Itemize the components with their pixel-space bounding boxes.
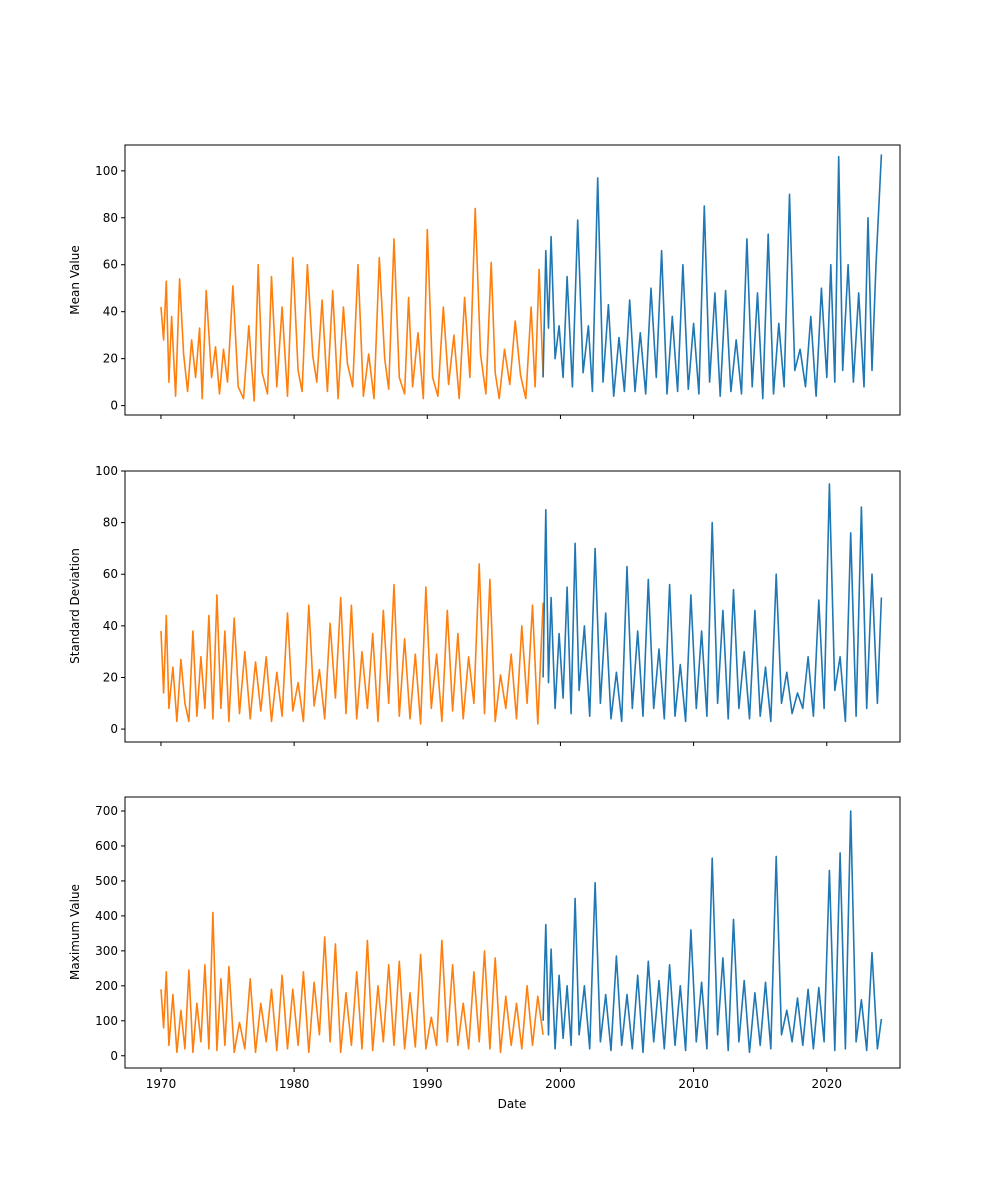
y-tick-label: 20 [103,352,118,366]
y-tick-label: 100 [95,1014,118,1028]
series-line-1 [160,207,544,402]
panel-maximum-value: Maximum Value 0 100 200 300 400 500 600 700 [68,796,901,1072]
x-tick-label: 1970 [146,1077,177,1091]
y-tick-label: 200 [95,979,118,993]
y-tick-label: 0 [110,722,118,736]
y-tick-label: 100 [95,164,118,178]
plot-frame [124,796,901,1069]
x-tick-label: 2000 [545,1077,576,1091]
y-tick-label: 0 [110,1049,118,1063]
series-line-1 [160,563,544,725]
y-tick-label: 0 [110,399,118,413]
y-tick-label: 80 [103,516,118,530]
y-tick-label: 600 [95,839,118,853]
y-tick-label: 700 [95,804,118,818]
y-tick-label: 40 [103,619,118,633]
x-tick-labels: 1970 1980 1990 2000 2010 2020 [146,1077,842,1091]
y-tick-label: 100 [95,464,118,478]
y-tick-label: 40 [103,305,118,319]
x-tick-label: 2010 [678,1077,709,1091]
ylabel-mean-value: Mean Value [68,245,82,314]
y-tick-label: 80 [103,211,118,225]
plot-frame [124,144,901,416]
y-tick-label: 20 [103,670,118,684]
y-tick-label: 60 [103,567,118,581]
xlabel-date: Date [498,1097,527,1111]
y-tick-label: 60 [103,258,118,272]
y-tick-label: 300 [95,944,118,958]
y-tick-label: 400 [95,909,118,923]
series-line-2 [542,154,883,400]
plot-frame [124,470,901,743]
series-line-1 [160,911,544,1054]
x-tick-label: 2020 [812,1077,843,1091]
series-line-2 [542,810,883,1054]
series-line-2 [542,483,883,723]
x-tick-label: 1990 [412,1077,443,1091]
panel-mean-value: Mean Value 0 20 40 60 80 100 [68,144,901,419]
ylabel-maximum-value: Maximum Value [68,884,82,980]
y-tick-label: 500 [95,874,118,888]
x-tick-label: 1980 [279,1077,310,1091]
ylabel-standard-deviation: Standard Deviation [68,548,82,664]
panel-standard-deviation: Standard Deviation 0 20 40 60 80 100 [68,464,901,746]
